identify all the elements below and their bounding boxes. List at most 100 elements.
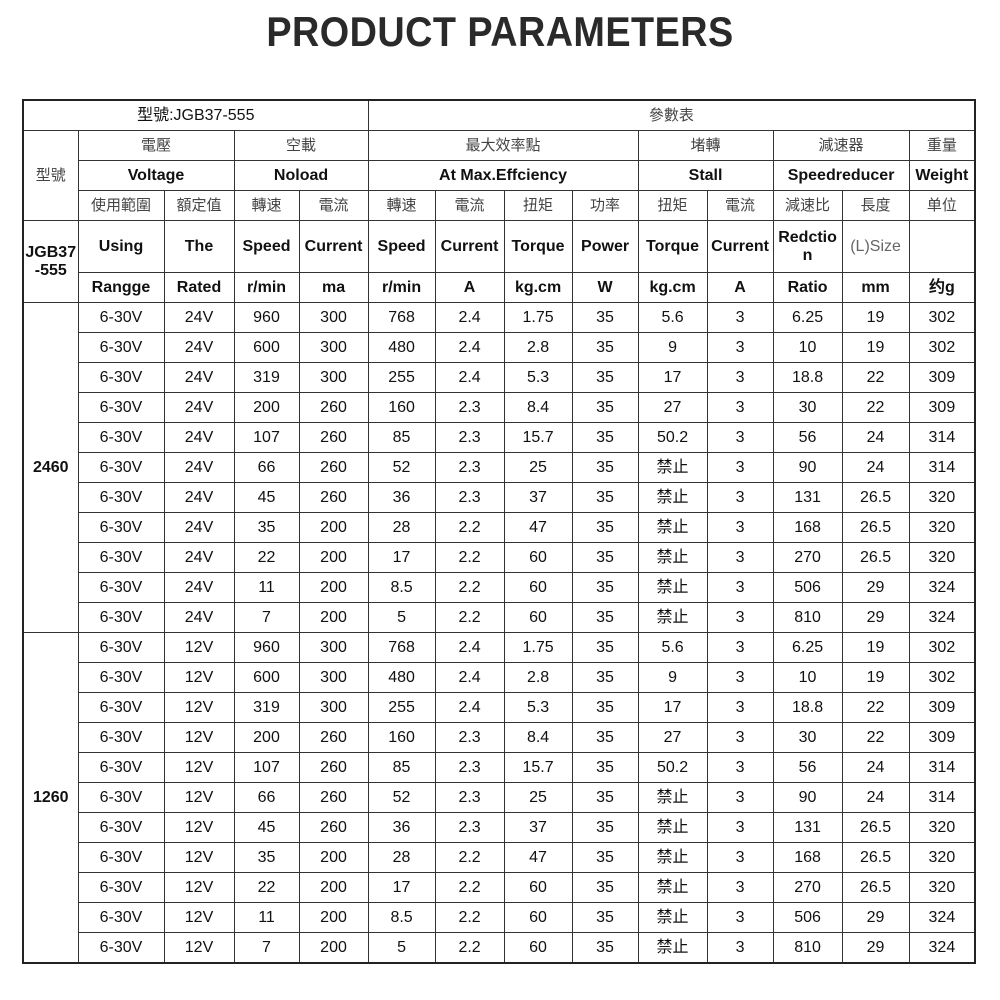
table-cell: 禁止 <box>637 782 708 813</box>
table-cell: 17 <box>367 542 436 573</box>
table-cell: 47 <box>503 512 573 543</box>
table-cell: 3 <box>706 422 774 453</box>
table-cell: 3 <box>706 452 774 483</box>
table-cell: 160 <box>367 392 436 423</box>
table-cell: 35 <box>571 752 639 783</box>
table-cell: 319 <box>233 692 300 723</box>
table-cell: 168 <box>772 512 843 543</box>
table-cell: 35 <box>571 542 639 573</box>
column-unit: kg.cm <box>637 272 708 303</box>
table-cell: 2.4 <box>434 302 505 333</box>
table-cell: 12V <box>163 692 235 723</box>
table-row: 6-30V 24V 35 200 28 2.2 47 35 禁止 3 168 26.5 320 <box>23 512 976 543</box>
table-cell: 200 <box>298 842 369 873</box>
table-cell: 6-30V <box>77 812 165 843</box>
table-cell: 3 <box>706 482 774 513</box>
table-cell: 3 <box>706 332 774 363</box>
table-cell: 6-30V <box>77 782 165 813</box>
table-cell: 200 <box>233 722 300 753</box>
table-cell: 768 <box>367 632 436 663</box>
table-cell: 506 <box>772 572 843 603</box>
table-cell: 6-30V <box>77 512 165 543</box>
table-cell: 27 <box>637 722 708 753</box>
table-cell: 6.25 <box>772 302 843 333</box>
table-cell: 24V <box>163 602 235 633</box>
table-cell: 6-30V <box>77 362 165 393</box>
column-header-en: Current <box>434 220 505 273</box>
table-cell: 480 <box>367 662 436 693</box>
table-row: 6-30V 24V 66 260 52 2.3 25 35 禁止 3 90 24 314 <box>23 452 976 483</box>
table-cell: 8.5 <box>367 572 436 603</box>
table-cell: 2.2 <box>434 842 505 873</box>
table-row: 6-30V 24V 11 200 8.5 2.2 60 35 禁止 3 506 29 324 <box>23 572 976 603</box>
column-header-cn: 单位 <box>908 190 976 221</box>
table-cell: 168 <box>772 842 843 873</box>
product-parameters-table: 型號:JGB37-555 參數表 型號 電壓 空載 最大效率點 堵轉 減速器 重… <box>22 99 977 964</box>
table-row: 6-30V 12V 600 300 480 2.4 2.8 35 9 3 10 19 302 <box>23 662 976 693</box>
table-cell: 25 <box>503 452 573 483</box>
table-cell: 10 <box>772 662 843 693</box>
table-cell: 324 <box>908 602 976 633</box>
table-cell: 320 <box>908 812 976 843</box>
table-cell: 35 <box>571 362 639 393</box>
table-cell: 禁止 <box>637 482 708 513</box>
table-row: 6-30V 12V 319 300 255 2.4 5.3 35 17 3 18.8 22 309 <box>23 692 976 723</box>
table-cell: 768 <box>367 302 436 333</box>
table-cell: 810 <box>772 932 843 964</box>
table-cell: 禁止 <box>637 602 708 633</box>
table-cell: 12V <box>163 872 235 903</box>
table-cell: 35 <box>233 842 300 873</box>
table-cell: 26.5 <box>841 542 910 573</box>
table-row: 6-30V 24V 45 260 36 2.3 37 35 禁止 3 131 26.5 320 <box>23 482 976 513</box>
table-cell: 2.4 <box>434 332 505 363</box>
table-cell: 28 <box>367 842 436 873</box>
column-unit: 约g <box>908 272 976 303</box>
table-cell: 160 <box>367 722 436 753</box>
table-cell: 9 <box>637 662 708 693</box>
table-cell: 320 <box>908 842 976 873</box>
table-cell: 35 <box>571 872 639 903</box>
model-en-header: JGB37-555 <box>22 220 79 303</box>
table-cell: 10 <box>772 332 843 363</box>
group-en-noload: Noload <box>233 160 369 191</box>
table-cell: 26.5 <box>841 482 910 513</box>
table-cell: 66 <box>233 452 300 483</box>
table-cell: 50.2 <box>637 422 708 453</box>
table-cell: 6-30V <box>77 572 165 603</box>
table-cell: 5.6 <box>637 302 708 333</box>
table-cell: 24 <box>841 782 910 813</box>
table-cell: 30 <box>772 722 843 753</box>
table-cell: 30 <box>772 392 843 423</box>
table-cell: 6-30V <box>77 452 165 483</box>
table-cell: 5 <box>367 602 436 633</box>
table-cell: 19 <box>841 302 910 333</box>
table-cell: 302 <box>908 662 976 693</box>
table-cell: 2.2 <box>434 572 505 603</box>
table-cell: 5.3 <box>503 692 573 723</box>
table-cell: 3 <box>706 692 774 723</box>
table-cell: 810 <box>772 602 843 633</box>
table-cell: 17 <box>637 692 708 723</box>
table-cell: 3 <box>706 662 774 693</box>
table-cell: 60 <box>503 572 573 603</box>
table-cell: 12V <box>163 842 235 873</box>
table-cell: 25 <box>503 782 573 813</box>
group-cn-voltage: 電壓 <box>77 130 235 161</box>
table-cell: 36 <box>367 812 436 843</box>
table-cell: 24V <box>163 572 235 603</box>
column-header-cn: 額定值 <box>163 190 235 221</box>
table-cell: 24V <box>163 392 235 423</box>
table-cell: 56 <box>772 422 843 453</box>
column-unit: kg.cm <box>503 272 573 303</box>
table-cell: 35 <box>571 452 639 483</box>
table-cell: 26.5 <box>841 842 910 873</box>
column-unit: r/min <box>233 272 300 303</box>
table-cell: 960 <box>233 302 300 333</box>
table-cell: 200 <box>298 932 369 964</box>
table-cell: 2.8 <box>503 332 573 363</box>
table-cell: 24V <box>163 332 235 363</box>
table-cell: 107 <box>233 422 300 453</box>
table-cell: 314 <box>908 782 976 813</box>
table-cell: 6-30V <box>77 662 165 693</box>
table-cell: 2.3 <box>434 812 505 843</box>
